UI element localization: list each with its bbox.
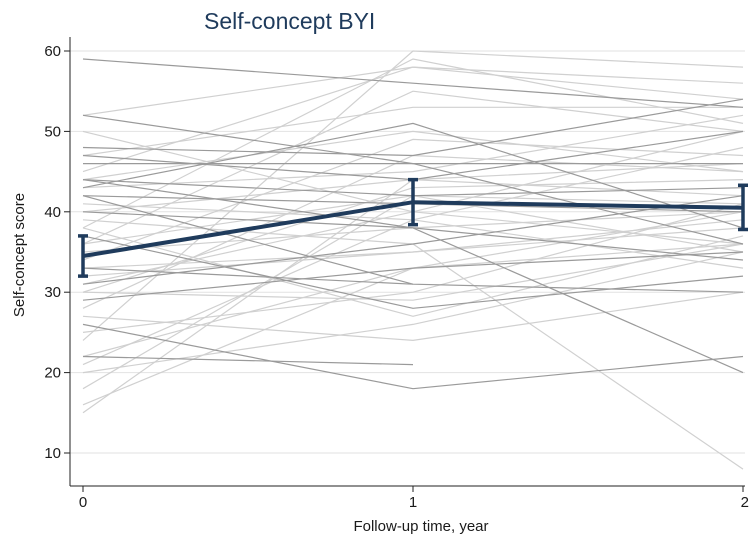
y-tick-label-30: 30	[44, 284, 61, 301]
individual-line-dark-16	[82, 195, 414, 285]
individual-line-light-13	[82, 138, 744, 261]
y-axis-ticks: 10 20 30 40 50 60	[44, 43, 70, 462]
error-bar-1	[408, 177, 418, 227]
individual-line-light-27	[82, 227, 744, 317]
individual-line-light-17	[82, 114, 744, 189]
individual-line-dark-9	[82, 323, 744, 390]
individual-line-light-25	[82, 106, 743, 157]
individual-line-dark-3	[82, 122, 744, 229]
y-tick-label-60: 60	[44, 43, 61, 60]
individual-line-light-8	[82, 58, 744, 229]
gridlines	[70, 50, 745, 454]
individual-line-dark-1	[82, 58, 744, 108]
individual-line-dark-17	[82, 355, 414, 366]
x-tick-label-2: 2	[741, 494, 749, 511]
y-tick-label-40: 40	[44, 204, 61, 221]
y-tick-label-20: 20	[44, 365, 61, 382]
individual-line-dark-7	[82, 235, 744, 309]
error-bar-2	[738, 183, 748, 232]
axes	[69, 37, 745, 487]
chart-title: Self-concept BYI	[204, 8, 375, 34]
individual-line-dark-11	[82, 211, 744, 261]
individual-line-light-2	[82, 251, 744, 374]
x-axis-title: Follow-up time, year	[353, 518, 488, 535]
error-bar-0	[78, 234, 88, 278]
x-tick-label-1: 1	[409, 494, 417, 511]
y-axis-title: Self-concept score	[11, 193, 28, 317]
y-tick-label-50: 50	[44, 123, 61, 140]
individual-line-dark-4	[82, 98, 744, 157]
y-tick-label-10: 10	[44, 445, 61, 462]
x-axis-ticks: 0 1 2	[79, 486, 749, 511]
individual-line-dark-14	[82, 251, 744, 301]
individual-line-light-12	[82, 66, 744, 116]
mean-trajectory	[78, 177, 748, 278]
x-tick-label-0: 0	[79, 494, 87, 511]
individual-line-dark-12	[82, 195, 744, 285]
